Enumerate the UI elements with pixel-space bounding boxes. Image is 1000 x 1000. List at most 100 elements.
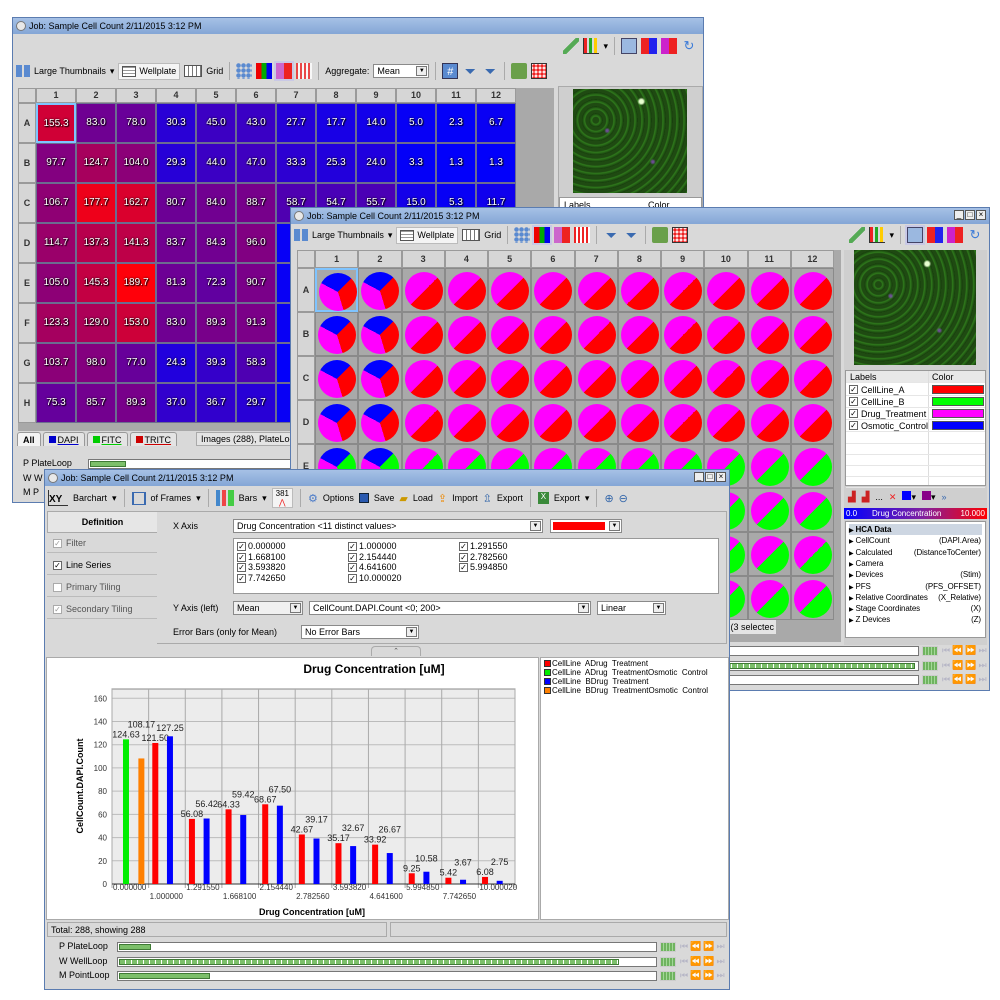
side-tab-definition[interactable]: Definition <box>47 511 157 533</box>
pie-well[interactable] <box>574 312 618 356</box>
thumbnails-dropdown-icon[interactable]: ▾ <box>387 229 393 240</box>
pie-well[interactable] <box>617 312 661 356</box>
heatmap-well[interactable]: 24.0 <box>356 143 396 183</box>
more-icon[interactable]: ... <box>875 492 883 502</box>
x-value-checkbox[interactable]: ✓ <box>237 552 246 562</box>
pie-well[interactable] <box>790 532 834 576</box>
tree-node[interactable]: ▶ Calculated (DistanceToCenter) <box>849 547 982 558</box>
excel-icon[interactable]: X <box>537 492 549 504</box>
snapshot-icon[interactable] <box>652 227 669 243</box>
x-value-checkbox[interactable]: ✓ <box>348 552 357 562</box>
pie-well[interactable] <box>747 400 791 444</box>
label-row[interactable]: ✓ Drug_Treatment <box>846 408 985 420</box>
legend-item[interactable]: CellLine BDrug Treatment <box>544 678 649 686</box>
export-menu-button[interactable]: Export <box>553 493 580 503</box>
pie-well[interactable] <box>747 312 791 356</box>
chevron-down-icon[interactable]: ▼ <box>406 627 417 637</box>
pie-well[interactable] <box>747 268 791 312</box>
heatmap-well[interactable]: 96.0 <box>236 223 276 263</box>
row-header[interactable]: G <box>18 343 36 383</box>
column-header[interactable]: 4 <box>156 88 196 103</box>
heatmap-well[interactable]: 98.0 <box>76 343 116 383</box>
expand-arrow-icon[interactable]: ▶ <box>849 561 854 568</box>
loop-play-button[interactable] <box>660 942 676 952</box>
heatmap-well[interactable]: 91.3 <box>236 303 276 343</box>
grid-button[interactable]: Grid <box>206 66 224 76</box>
x-value-item[interactable]: ✓ 1.668100 <box>237 552 286 562</box>
edit-filter-icon[interactable]: ⏷ <box>484 63 496 79</box>
load-button[interactable]: Load <box>412 493 433 503</box>
row-header[interactable]: D <box>297 400 315 444</box>
label-color-swatch[interactable] <box>932 397 984 406</box>
label-color-swatch[interactable] <box>932 409 984 418</box>
filter-icon[interactable]: ⏷ <box>605 227 617 243</box>
heatmap-well[interactable]: 83.0 <box>76 103 116 143</box>
column-header[interactable]: 3 <box>401 250 445 268</box>
pie-well[interactable] <box>704 268 748 312</box>
pattern-grid-icon[interactable] <box>574 227 591 243</box>
pie-well[interactable] <box>747 356 791 400</box>
add-label-icon[interactable]: ▟ <box>848 491 856 503</box>
x-value-item[interactable]: ✓ 0.000000 <box>237 541 286 552</box>
show-values-icon[interactable]: # <box>442 63 459 79</box>
x-value-checkbox[interactable]: ✓ <box>348 563 357 573</box>
pie-well[interactable] <box>315 356 359 400</box>
label-row[interactable]: ✓ CellLine_A <box>846 384 985 396</box>
count-button[interactable]: 381 ⋀ <box>271 488 293 508</box>
column-header[interactable]: 11 <box>747 250 791 268</box>
label-checkbox[interactable]: ✓ <box>849 409 858 418</box>
pie-well[interactable] <box>790 444 834 488</box>
column-header[interactable]: 8 <box>316 88 356 103</box>
color-wells-icon[interactable] <box>641 38 657 54</box>
heatmap-well[interactable]: 124.7 <box>76 143 116 183</box>
x-value-item[interactable]: ✓ 1.291550 <box>459 541 508 552</box>
chevron-down-icon[interactable]: ▼ <box>530 521 541 531</box>
heatmap-well[interactable]: 47.0 <box>236 143 276 183</box>
delete-label-icon[interactable]: ✕ <box>888 491 897 502</box>
x-value-checkbox[interactable]: ✓ <box>237 563 246 573</box>
x-value-checkbox[interactable]: ✓ <box>459 552 468 562</box>
scatter-plot-icon[interactable] <box>563 38 580 54</box>
heatmap-well[interactable]: 162.7 <box>116 183 156 223</box>
legend-item[interactable]: CellLine ADrug Treatment <box>544 660 648 668</box>
grid-button[interactable]: Grid <box>484 230 502 240</box>
heatmap-well[interactable]: 129.0 <box>76 303 116 343</box>
column-header[interactable]: 3 <box>116 88 156 103</box>
pie-well[interactable] <box>531 400 575 444</box>
x-axis-color-select[interactable]: ▼ <box>550 519 622 533</box>
heatmap-well[interactable]: 189.7 <box>116 263 156 303</box>
expand-arrow-icon[interactable]: ▶ <box>849 607 854 614</box>
frames-button[interactable]: of Frames <box>150 493 192 503</box>
well-zoom-icon[interactable] <box>621 38 637 54</box>
loop-play-button[interactable] <box>660 956 676 967</box>
maximize-button[interactable]: □ <box>705 472 715 482</box>
frames-dropdown-icon[interactable]: ▾ <box>196 492 201 503</box>
plate-layout-icon[interactable] <box>672 227 689 243</box>
scatter-plot-icon[interactable] <box>849 227 866 243</box>
heatmap-well[interactable]: 104.0 <box>116 143 156 183</box>
pie-well[interactable] <box>531 312 575 356</box>
heatmap-well[interactable]: 145.3 <box>76 263 116 303</box>
pie-well[interactable] <box>704 312 748 356</box>
loop-navigation-icons[interactable]: ⏮⏪⏩⏭ <box>680 970 727 980</box>
expand-arrow-icon[interactable]: ▶ <box>849 539 854 546</box>
y-scale-select[interactable]: Linear ▼ <box>597 601 666 615</box>
heatmap-well[interactable]: 141.3 <box>116 223 156 263</box>
chevron-down-icon[interactable]: ▼ <box>609 521 620 531</box>
tree-node[interactable]: ▶ Camera <box>849 558 982 569</box>
gear-icon[interactable]: ⚙ <box>308 492 318 505</box>
pie-well[interactable] <box>790 312 834 356</box>
heatmap-well[interactable]: 97.7 <box>36 143 76 183</box>
heatmap-well[interactable]: 44.0 <box>196 143 236 183</box>
refresh-icon[interactable]: ↻ <box>683 38 695 53</box>
microscopy-thumbnail[interactable] <box>573 89 687 193</box>
label-row[interactable]: ✓ CellLine_B <box>846 396 985 408</box>
heatmap-well[interactable]: 27.7 <box>276 103 316 143</box>
x-axis-select[interactable]: Drug Concentration <11 distinct values> ▼ <box>233 519 543 533</box>
legend-item[interactable]: CellLine BDrug TreatmentOsmotic Control <box>544 687 708 695</box>
pie-well[interactable] <box>358 268 402 312</box>
expand-arrow-icon[interactable]: ▶ <box>849 528 854 534</box>
pie-well[interactable] <box>358 400 402 444</box>
column-header[interactable]: 2 <box>76 88 116 103</box>
heatmap-well[interactable]: 1.3 <box>436 143 476 183</box>
